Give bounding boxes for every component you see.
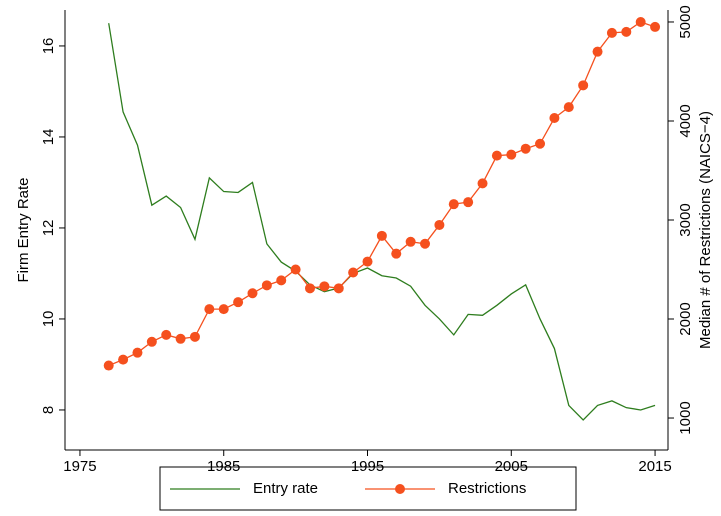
point (233, 297, 244, 308)
point (189, 331, 200, 342)
point (606, 27, 617, 38)
point (333, 283, 344, 294)
point (563, 102, 574, 113)
y-tick-label: 12 (40, 220, 57, 237)
point (376, 230, 387, 241)
y-tick-label: 8 (40, 406, 57, 414)
point (146, 336, 157, 347)
point (621, 26, 632, 37)
point (118, 354, 129, 365)
point (290, 264, 301, 275)
point (405, 236, 416, 247)
point (650, 21, 661, 32)
series-line (108, 23, 656, 421)
x-tick-label: 1985 (207, 458, 240, 475)
point (261, 280, 272, 291)
legend-label: Restrictions (448, 480, 526, 497)
y-axis-label: Firm Entry Rate (15, 177, 32, 282)
point (420, 238, 431, 249)
point (348, 267, 359, 278)
y2-tick-label: 2000 (677, 302, 694, 335)
point (103, 360, 114, 371)
point (578, 80, 589, 91)
legend-marker (395, 484, 405, 494)
y-tick-label: 10 (40, 311, 57, 328)
point (434, 219, 445, 230)
point (535, 138, 546, 149)
x-tick-label: 1995 (351, 458, 384, 475)
point (304, 283, 315, 294)
point (549, 113, 560, 124)
point (506, 149, 517, 160)
point (463, 197, 474, 208)
y2-tick-label: 1000 (677, 401, 694, 434)
point (132, 347, 143, 358)
point (161, 329, 172, 340)
point (175, 333, 186, 344)
point (319, 281, 330, 292)
point (362, 256, 373, 267)
series-line (108, 21, 656, 367)
point (391, 248, 402, 259)
legend-label: Entry rate (253, 480, 318, 497)
y2-tick-label: 4000 (677, 104, 694, 137)
point (635, 16, 646, 27)
point (592, 46, 603, 57)
y2-tick-label: 5000 (677, 5, 694, 38)
point (448, 199, 459, 210)
point (218, 304, 229, 315)
point (491, 150, 502, 161)
x-tick-label: 2015 (638, 458, 671, 475)
point (477, 178, 488, 189)
point (247, 288, 258, 299)
x-tick-label: 2005 (495, 458, 528, 475)
point (276, 275, 287, 286)
y2-tick-label: 3000 (677, 203, 694, 236)
x-tick-label: 1975 (63, 458, 96, 475)
point (520, 143, 531, 154)
y2-axis-label: Median # of Restrictions (NAICS−4) (697, 111, 714, 349)
y-tick-label: 14 (40, 129, 57, 146)
y-tick-label: 16 (40, 38, 57, 55)
point (204, 304, 215, 315)
